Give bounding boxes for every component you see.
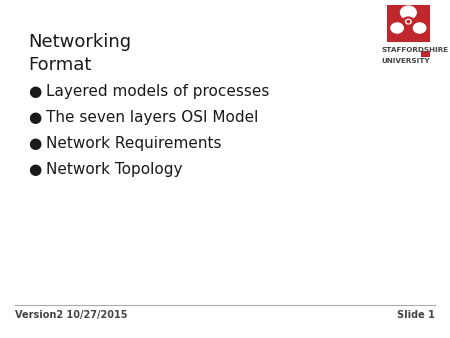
Circle shape: [403, 17, 414, 26]
Text: ●: ●: [28, 162, 41, 177]
Text: Version2 10/27/2015: Version2 10/27/2015: [15, 310, 127, 320]
Circle shape: [400, 6, 416, 19]
Text: ●: ●: [28, 136, 41, 151]
Circle shape: [405, 19, 411, 24]
FancyBboxPatch shape: [387, 5, 430, 42]
Text: Slide 1: Slide 1: [397, 310, 435, 320]
Text: STAFFORDSHIRE: STAFFORDSHIRE: [382, 47, 449, 53]
Text: Layered models of processes: Layered models of processes: [46, 84, 270, 99]
Text: UNIVERSITY: UNIVERSITY: [382, 58, 430, 64]
Text: Format: Format: [28, 56, 91, 74]
Circle shape: [407, 21, 410, 23]
Text: Networking: Networking: [28, 33, 131, 51]
Circle shape: [414, 23, 426, 33]
Text: ●: ●: [28, 84, 41, 99]
Text: ●: ●: [28, 110, 41, 125]
FancyBboxPatch shape: [421, 51, 430, 57]
Text: Network Requirements: Network Requirements: [46, 136, 221, 151]
Text: The seven layers OSI Model: The seven layers OSI Model: [46, 110, 258, 125]
Circle shape: [391, 23, 403, 33]
Text: Network Topology: Network Topology: [46, 162, 183, 177]
